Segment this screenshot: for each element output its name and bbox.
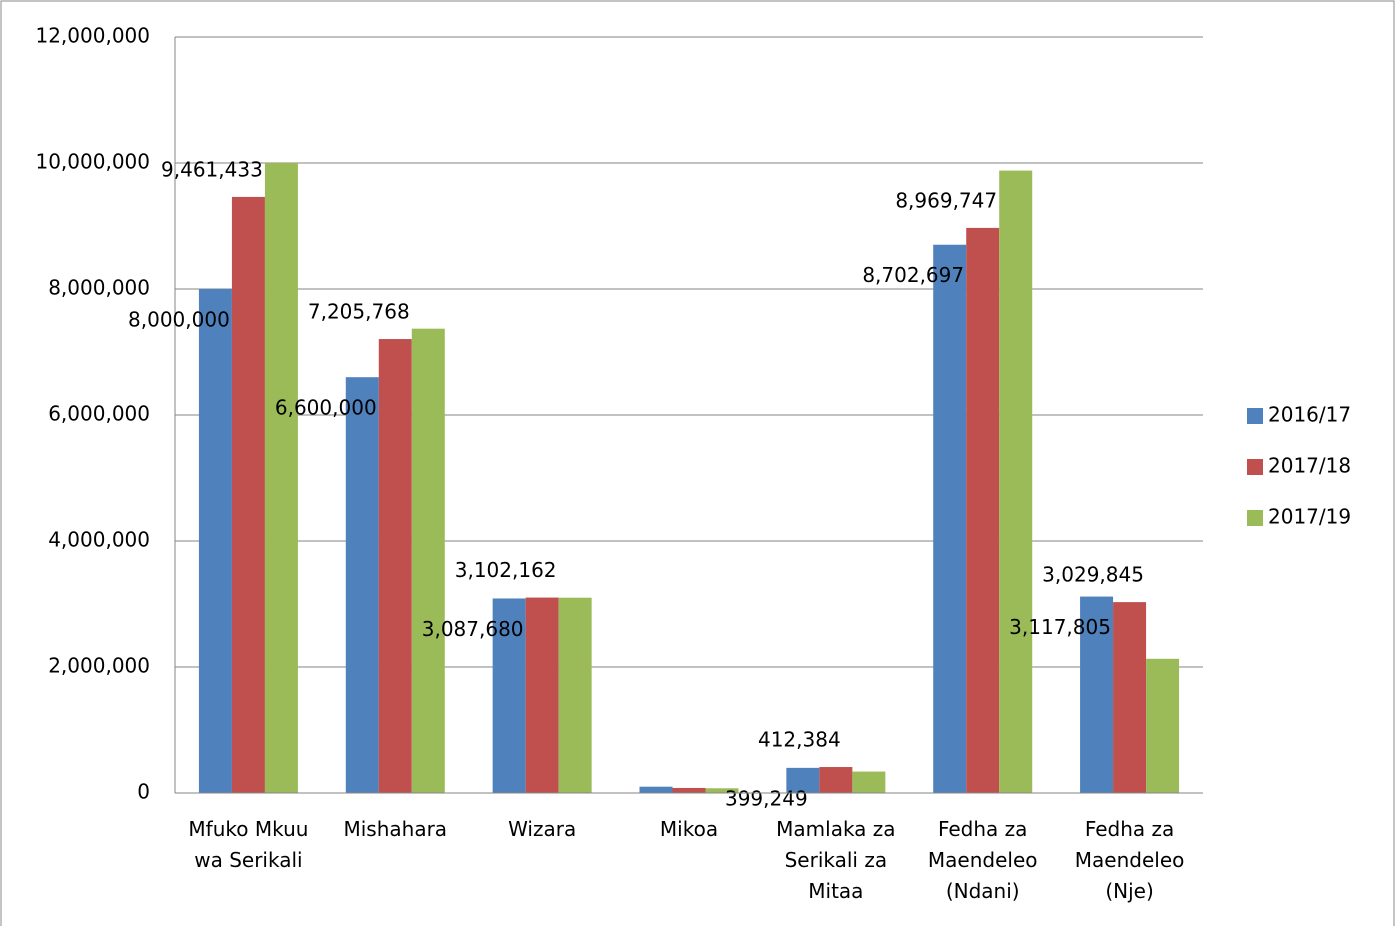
bar: [786, 767, 820, 793]
bar: [672, 787, 706, 793]
x-tick-label: Mikoa: [659, 817, 719, 841]
bar: [933, 244, 967, 793]
bar: [1113, 602, 1147, 793]
legend-label: 2017/19: [1268, 505, 1351, 529]
x-tick-label: Mamlaka za Serikali za Mitaa: [776, 817, 896, 903]
bar: [705, 788, 739, 793]
data-label: 6,600,000: [275, 396, 377, 420]
x-tick-label: Fedha za Maendeleo (Ndani): [927, 817, 1038, 903]
bar: [819, 767, 853, 793]
legend-swatch: [1247, 459, 1263, 475]
data-label: 8,969,747: [895, 188, 997, 212]
data-label: 399,249: [725, 786, 808, 810]
bar: [1080, 596, 1114, 793]
x-tick-label: Wizara: [508, 817, 577, 841]
data-label: 3,087,680: [422, 617, 524, 641]
bar: [231, 196, 265, 794]
x-tick-label: Mishahara: [343, 817, 448, 841]
bar: [264, 163, 298, 793]
data-label: 412,384: [758, 728, 841, 752]
y-tick-label: 10,000,000: [35, 150, 150, 174]
bar: [1146, 658, 1180, 793]
bar: [558, 597, 592, 793]
bar: [525, 597, 559, 793]
legend-swatch: [1247, 408, 1263, 424]
bar: [378, 339, 412, 793]
legend-swatch: [1247, 510, 1263, 526]
bar: [411, 328, 445, 793]
data-label: 8,702,697: [862, 263, 964, 287]
y-tick-label: 4,000,000: [48, 528, 150, 552]
legend-label: 2016/17: [1268, 403, 1351, 427]
legend-label: 2017/18: [1268, 454, 1351, 478]
data-label: 3,117,805: [1009, 615, 1111, 639]
bar: [966, 227, 1000, 793]
y-tick-label: 0: [137, 780, 150, 804]
x-tick-label: Mfuko Mkuu wa Serikali: [188, 817, 309, 872]
bar: [198, 289, 232, 793]
y-tick-label: 2,000,000: [48, 654, 150, 678]
data-label: 9,461,433: [161, 157, 263, 181]
y-tick-label: 12,000,000: [35, 24, 150, 48]
x-tick-label: Fedha za Maendeleo (Nje): [1074, 817, 1185, 903]
bar: [852, 771, 886, 793]
data-label: 8,000,000: [128, 308, 230, 332]
data-label: 7,205,768: [308, 300, 410, 324]
bar: [345, 377, 379, 793]
data-label: 3,102,162: [455, 558, 557, 582]
y-tick-label: 8,000,000: [48, 276, 150, 300]
bar: [639, 786, 673, 793]
data-label: 3,029,845: [1042, 563, 1144, 587]
bar: [492, 598, 526, 793]
y-tick-label: 6,000,000: [48, 402, 150, 426]
bar: [999, 170, 1033, 793]
